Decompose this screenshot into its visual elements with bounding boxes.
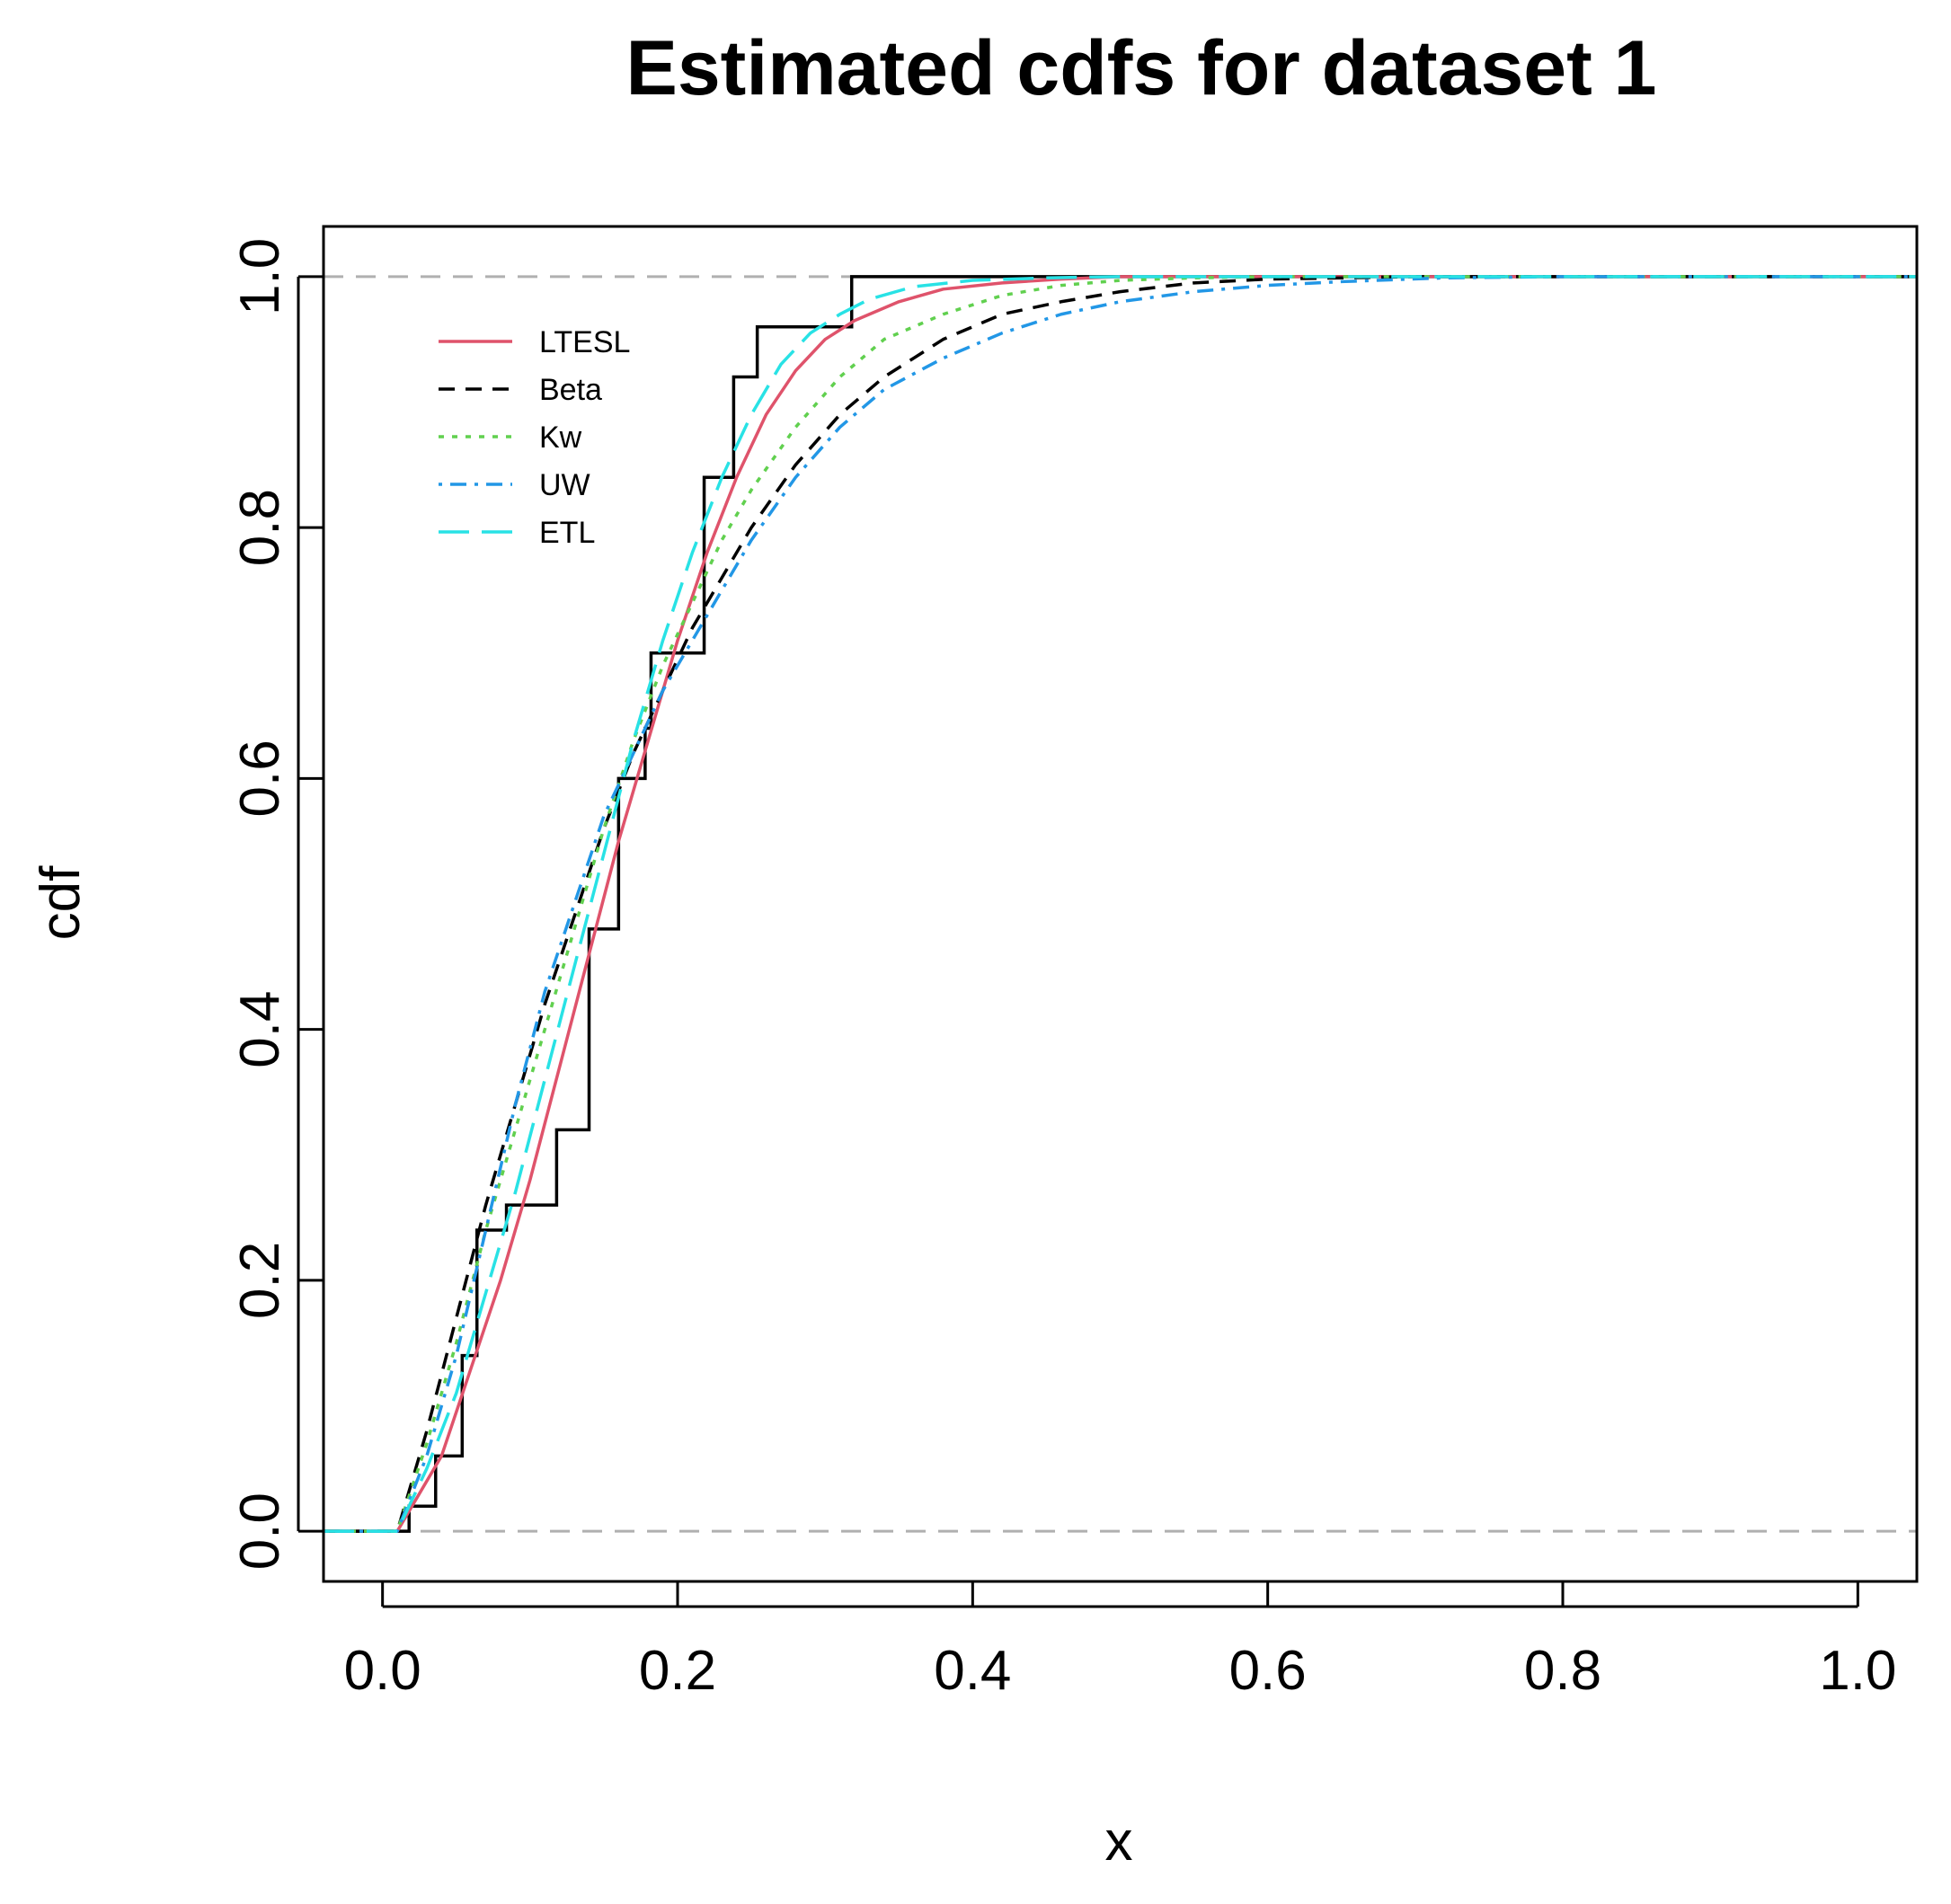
x-tick-label: 0.6 — [1229, 1640, 1307, 1702]
series-line-beta — [324, 275, 1917, 1533]
plot-frame — [322, 225, 1919, 1583]
chart-title: Estimated cdfs for dataset 1 — [625, 25, 1656, 111]
series-line-ltesl — [324, 275, 1917, 1533]
x-tick-label: 0.4 — [934, 1640, 1011, 1702]
legend-label-etl: ETL — [539, 516, 595, 550]
x-tick-label: 1.0 — [1819, 1640, 1896, 1702]
x-tick-label: 0.8 — [1524, 1640, 1601, 1702]
legend-label-kw: Kw — [539, 421, 582, 455]
y-axis-label: cdf — [30, 865, 92, 940]
x-axis: 0.0 0.2 0.4 0.6 0.8 1.0 — [344, 1581, 1896, 1702]
y-tick-label: 0.6 — [229, 739, 291, 817]
series-layer — [324, 275, 1917, 1533]
y-axis: 0.0 0.2 0.4 0.6 0.8 1.0 — [229, 238, 324, 1570]
legend: LTESL Beta Kw UW ETL — [439, 325, 630, 550]
y-tick-label: 1.0 — [229, 238, 291, 315]
y-tick-label: 0.0 — [229, 1492, 291, 1570]
legend-label-uw: UW — [539, 468, 590, 502]
empirical-cdf-step — [324, 275, 1917, 1533]
x-tick-label: 0.2 — [639, 1640, 716, 1702]
y-tick-label: 0.8 — [229, 489, 291, 566]
legend-label-beta: Beta — [539, 373, 602, 407]
y-tick-label: 0.2 — [229, 1242, 291, 1319]
y-tick-label: 0.4 — [229, 991, 291, 1068]
x-axis-label: x — [1105, 1811, 1133, 1873]
legend-label-ltesl: LTESL — [539, 325, 630, 359]
series-line-uw — [324, 275, 1917, 1533]
series-line-etl — [324, 275, 1917, 1533]
x-tick-label: 0.0 — [344, 1640, 421, 1702]
